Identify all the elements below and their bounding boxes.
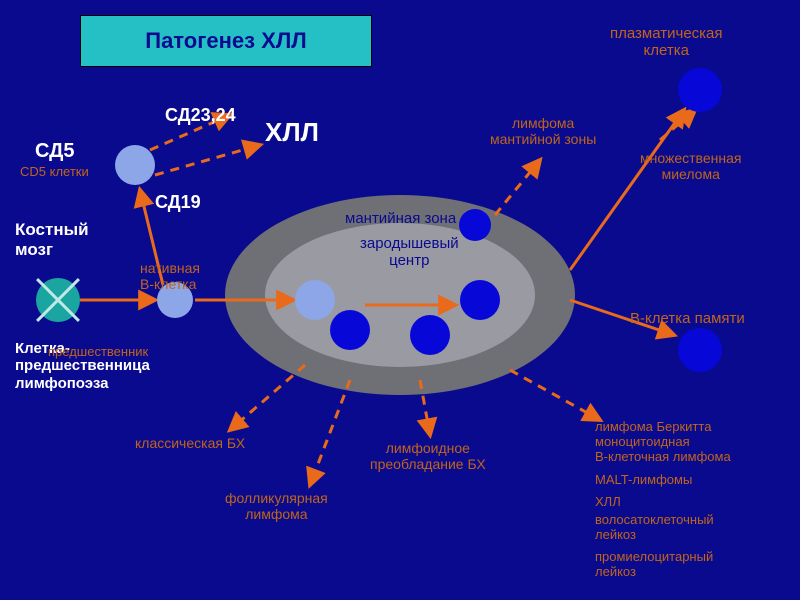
cell-gc4 bbox=[460, 280, 500, 320]
diagram-stage: Патогенез ХЛЛ мантийная зона зародышевый… bbox=[0, 0, 800, 600]
label-cd5: СД5 bbox=[35, 140, 75, 163]
arrow-d-mantle bbox=[495, 160, 540, 215]
label-list4: ХЛЛ bbox=[595, 495, 621, 510]
label-myeloma: множественная миелома bbox=[640, 150, 741, 182]
arrow-d-follic bbox=[310, 380, 350, 485]
label-cd2324: СД23,24 bbox=[165, 105, 236, 126]
cell-gc1 bbox=[295, 280, 335, 320]
mantle-zone-label: мантийная зона bbox=[345, 210, 456, 227]
cell-memory-b bbox=[678, 328, 722, 372]
arrow-d-classbh bbox=[230, 365, 305, 430]
cell-cd5 bbox=[115, 145, 155, 185]
label-list2: моноцитоидная В-клеточная лимфома bbox=[595, 435, 731, 465]
cell-plasma bbox=[678, 68, 722, 112]
label-cd19: СД19 bbox=[155, 192, 201, 213]
cell-gc2 bbox=[330, 310, 370, 350]
label-cd5cells: CD5 клетки bbox=[20, 165, 89, 180]
label-list5: волосатоклеточный лейкоз bbox=[595, 513, 714, 543]
label-lymphbh: лимфоидное преобладание БХ bbox=[370, 440, 486, 472]
arrow-d-cd-b bbox=[155, 145, 260, 175]
label-bonemrw: Костный мозг bbox=[15, 220, 89, 259]
arrow-d-myeloma bbox=[660, 110, 695, 140]
label-list6: промиелоцитарный лейкоз bbox=[595, 550, 713, 580]
diagram-svg bbox=[0, 0, 800, 600]
label-list1: лимфома Беркитта bbox=[595, 420, 711, 435]
label-plasmalbl: плазматическая клетка bbox=[610, 25, 723, 60]
label-follic: фолликулярная лимфома bbox=[225, 490, 328, 522]
cell-gc3 bbox=[410, 315, 450, 355]
label-mantlelym: лимфома мантийной зоны bbox=[490, 115, 596, 147]
label-precbg: предшественник bbox=[48, 345, 148, 360]
label-classbh: классическая БХ bbox=[135, 435, 245, 451]
germinal-center-label: зародышевый центр bbox=[360, 235, 459, 270]
label-khll: ХЛЛ bbox=[265, 118, 319, 148]
label-list3: MALT-лимфомы bbox=[595, 473, 692, 488]
label-native: нативная В-клетка bbox=[140, 260, 200, 292]
arrow-d-list bbox=[510, 370, 600, 420]
label-memory: В-клетка памяти bbox=[630, 310, 745, 327]
cell-mantle bbox=[459, 209, 491, 241]
